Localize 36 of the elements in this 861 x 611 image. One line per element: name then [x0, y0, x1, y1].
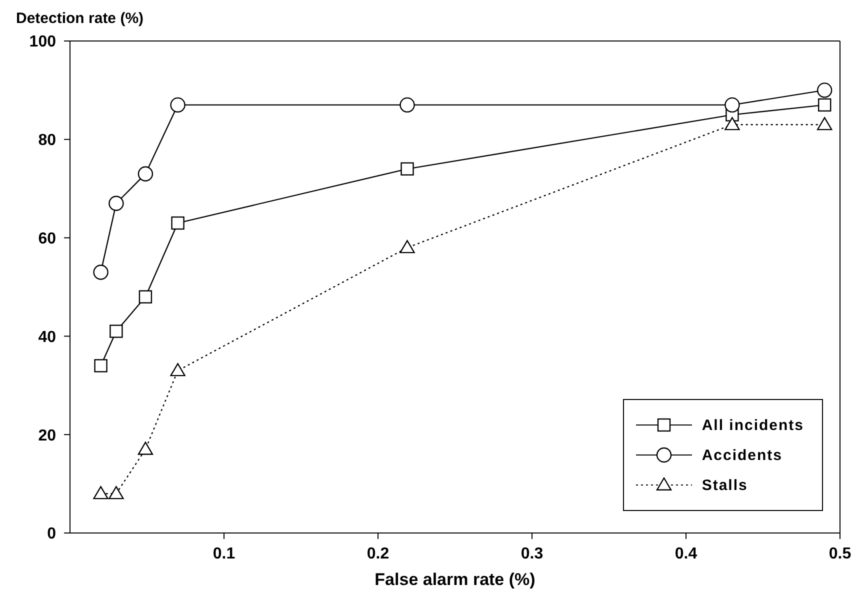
- point: [817, 82, 832, 98]
- x-tick-label: 0.3: [520, 545, 544, 562]
- y-tick-label: 20: [38, 427, 56, 444]
- x-tick-label: 0.1: [212, 545, 236, 562]
- point: [94, 359, 108, 372]
- point: [170, 363, 186, 376]
- y-tick-label: 0: [47, 526, 56, 543]
- y-tick-label: 40: [38, 328, 56, 346]
- x-tick-label: 0.5: [828, 545, 852, 562]
- point: [110, 324, 123, 338]
- point: [400, 162, 414, 176]
- point: [400, 97, 415, 113]
- legend-label: All incidents: [702, 416, 804, 434]
- point: [724, 117, 740, 130]
- point: [138, 166, 154, 182]
- y-axis-title: Detection rate (%): [16, 10, 144, 27]
- y-tick-label: 80: [38, 132, 56, 150]
- point: [817, 117, 832, 130]
- y-tick-label: 60: [38, 230, 56, 248]
- point: [400, 240, 415, 254]
- point: [171, 216, 184, 230]
- point: [108, 196, 124, 211]
- point: [138, 442, 154, 455]
- point: [170, 97, 186, 113]
- legend-label: Accidents: [702, 446, 783, 464]
- point: [138, 290, 152, 304]
- point: [93, 264, 108, 280]
- x-tick-label: 0.2: [366, 545, 390, 562]
- x-tick-label: 0.4: [674, 545, 698, 562]
- point: [724, 97, 740, 113]
- x-axis-title: False alarm rate (%): [374, 570, 536, 589]
- point: [818, 98, 832, 112]
- y-tick-label: 100: [29, 34, 56, 51]
- point: [93, 486, 108, 500]
- legend-label: Stalls: [702, 476, 748, 494]
- point: [108, 486, 124, 500]
